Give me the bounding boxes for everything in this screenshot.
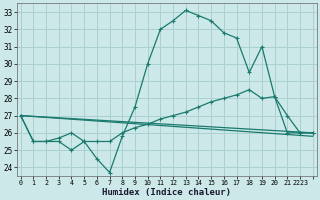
X-axis label: Humidex (Indice chaleur): Humidex (Indice chaleur) — [102, 188, 231, 197]
